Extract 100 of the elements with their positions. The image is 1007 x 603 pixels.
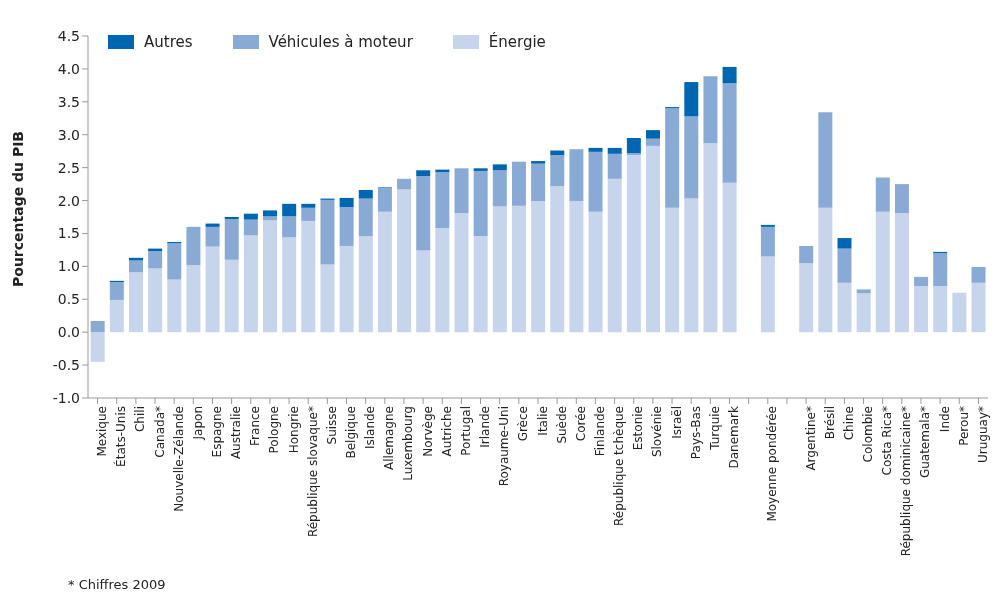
x-tick-label: Brésil bbox=[822, 406, 837, 440]
bar bbox=[588, 151, 603, 212]
bar bbox=[607, 147, 622, 154]
x-tick-label: Pologne bbox=[267, 406, 282, 454]
bar bbox=[397, 178, 412, 190]
bar bbox=[473, 168, 488, 171]
bar bbox=[263, 210, 278, 217]
y-tick-label: 2.0 bbox=[57, 192, 80, 209]
bar bbox=[971, 282, 986, 333]
bar bbox=[684, 116, 699, 199]
x-tick-label: Allemagne bbox=[382, 406, 397, 470]
legend-label: Autres bbox=[144, 33, 193, 51]
bar bbox=[109, 282, 124, 300]
bar bbox=[569, 149, 584, 202]
x-tick-label: États-Unis bbox=[113, 406, 129, 467]
bar bbox=[473, 236, 488, 333]
bar bbox=[416, 250, 431, 333]
bar bbox=[799, 263, 814, 333]
bar bbox=[243, 213, 258, 220]
bar bbox=[722, 66, 737, 84]
x-tick-label: Chili bbox=[133, 406, 148, 432]
bar bbox=[167, 243, 182, 280]
bar bbox=[492, 170, 507, 207]
bar bbox=[435, 228, 450, 333]
bar bbox=[377, 211, 392, 333]
bar bbox=[263, 216, 278, 221]
x-tick-label: Moyenne pondérée bbox=[765, 406, 780, 522]
y-tick-label: -1.0 bbox=[52, 389, 80, 406]
x-tick-label: Irlande bbox=[478, 406, 493, 448]
x-tick-label: Perou* bbox=[956, 406, 971, 446]
bar bbox=[301, 207, 316, 221]
x-tick-label: Hongrie bbox=[286, 406, 301, 454]
bar bbox=[875, 177, 890, 212]
x-tick-label: Norvège bbox=[420, 406, 435, 457]
bar bbox=[90, 332, 105, 362]
bar bbox=[684, 82, 699, 117]
bar bbox=[875, 211, 890, 333]
bar bbox=[588, 211, 603, 333]
x-tick-label: Finlande bbox=[592, 406, 607, 457]
bar bbox=[148, 251, 163, 269]
bar bbox=[856, 293, 871, 333]
bar bbox=[952, 292, 967, 333]
x-tick-label: Suisse bbox=[324, 406, 339, 445]
x-tick-label: Grèce bbox=[516, 406, 531, 442]
bar bbox=[703, 143, 718, 333]
x-tick-label: Espagne bbox=[209, 406, 224, 458]
y-tick-label: 1.0 bbox=[57, 258, 80, 275]
bar bbox=[377, 188, 392, 212]
y-tick-label: 3.0 bbox=[57, 126, 80, 143]
bar bbox=[837, 238, 852, 249]
bar bbox=[837, 282, 852, 333]
bar bbox=[205, 246, 220, 333]
bar bbox=[646, 145, 660, 333]
bar bbox=[531, 201, 546, 333]
bar bbox=[703, 76, 718, 144]
x-tick-label: Nouvelle-Zélande bbox=[171, 406, 186, 512]
x-tick-label: Costa Rica* bbox=[880, 406, 895, 476]
bar bbox=[550, 186, 565, 333]
x-tick-label: Danemark bbox=[727, 405, 742, 469]
bar bbox=[837, 248, 852, 283]
bar bbox=[760, 226, 775, 257]
bar bbox=[358, 236, 373, 333]
bar bbox=[550, 155, 565, 187]
bar bbox=[282, 216, 297, 238]
bar bbox=[397, 189, 412, 333]
bar bbox=[684, 198, 699, 333]
x-tick-label: Colombie bbox=[861, 406, 876, 463]
bar bbox=[971, 267, 986, 283]
x-tick-label: Guatemala* bbox=[918, 406, 933, 479]
y-tick-label: 0.5 bbox=[57, 291, 80, 308]
bar bbox=[818, 207, 833, 333]
bar bbox=[626, 138, 641, 154]
bar bbox=[320, 199, 335, 265]
x-tick-label: Suède bbox=[554, 406, 569, 444]
y-tick-label: 3.5 bbox=[57, 93, 80, 110]
bar bbox=[243, 235, 258, 333]
bar bbox=[511, 161, 526, 206]
bar bbox=[894, 184, 909, 214]
x-tick-label: République tchèque bbox=[612, 406, 627, 527]
bar bbox=[818, 112, 833, 208]
bar bbox=[799, 245, 814, 264]
bar bbox=[301, 203, 316, 208]
bar bbox=[205, 226, 220, 247]
x-tick-label: Luxembourg bbox=[401, 406, 416, 481]
x-tick-label: Australie bbox=[229, 406, 244, 460]
bar bbox=[492, 206, 507, 333]
bar bbox=[320, 264, 335, 333]
bar bbox=[722, 182, 737, 333]
bar bbox=[224, 218, 239, 260]
bar bbox=[933, 286, 948, 333]
bar bbox=[339, 207, 354, 246]
bar bbox=[933, 253, 948, 287]
x-tick-label: Argentine* bbox=[803, 406, 818, 471]
y-tick-label: 0.0 bbox=[57, 324, 80, 341]
bar bbox=[722, 83, 737, 183]
bar bbox=[148, 268, 163, 333]
bar bbox=[492, 164, 507, 171]
bar bbox=[511, 205, 526, 333]
bar bbox=[473, 170, 488, 237]
y-tick-label: 4.0 bbox=[57, 60, 80, 77]
